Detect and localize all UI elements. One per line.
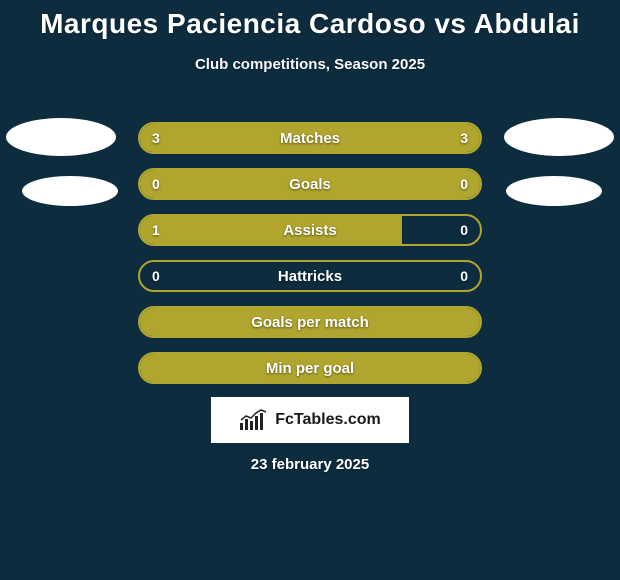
stat-row: Assists1 0 <box>138 214 482 246</box>
brand-logo-box[interactable]: FcTables.com <box>211 397 409 443</box>
stat-row: Goals0 0 <box>138 168 482 200</box>
stat-value-left: 3 <box>140 124 172 152</box>
stat-label: Matches <box>140 124 480 152</box>
player-right-avatar-2 <box>506 176 602 206</box>
stat-value-left: 0 <box>140 170 172 198</box>
footer-date: 23 february 2025 <box>0 456 620 473</box>
player-left-avatar-1 <box>6 118 116 156</box>
stat-rows-container: Matches33Goals00Assists10Hattricks00Goal… <box>138 122 482 384</box>
stat-label: Goals <box>140 170 480 198</box>
stat-value-right: 0 <box>448 170 480 198</box>
stat-row: Hattricks0 0 <box>138 260 482 292</box>
brand-name: FcTables.com <box>275 411 381 429</box>
stat-label: Goals per match <box>140 308 480 336</box>
stat-label: Min per goal <box>140 354 480 382</box>
stat-value-left: 1 <box>140 216 172 244</box>
stat-row: Goals per match <box>138 306 482 338</box>
chart-icon <box>239 409 269 431</box>
stat-label: Hattricks <box>140 262 480 290</box>
stat-row: Min per goal <box>138 352 482 384</box>
stat-value-right: 0 <box>448 216 480 244</box>
player-right-avatar-1 <box>504 118 614 156</box>
page-subtitle: Club competitions, Season 2025 <box>0 56 620 73</box>
stat-value-left: 0 <box>140 262 172 290</box>
player-left-avatar-2 <box>22 176 118 206</box>
stat-value-right: 3 <box>448 124 480 152</box>
stat-value-right: 0 <box>448 262 480 290</box>
stat-label: Assists <box>140 216 480 244</box>
page-title: Marques Paciencia Cardoso vs Abdulai <box>0 0 620 40</box>
stat-row: Matches3 3 <box>138 122 482 154</box>
